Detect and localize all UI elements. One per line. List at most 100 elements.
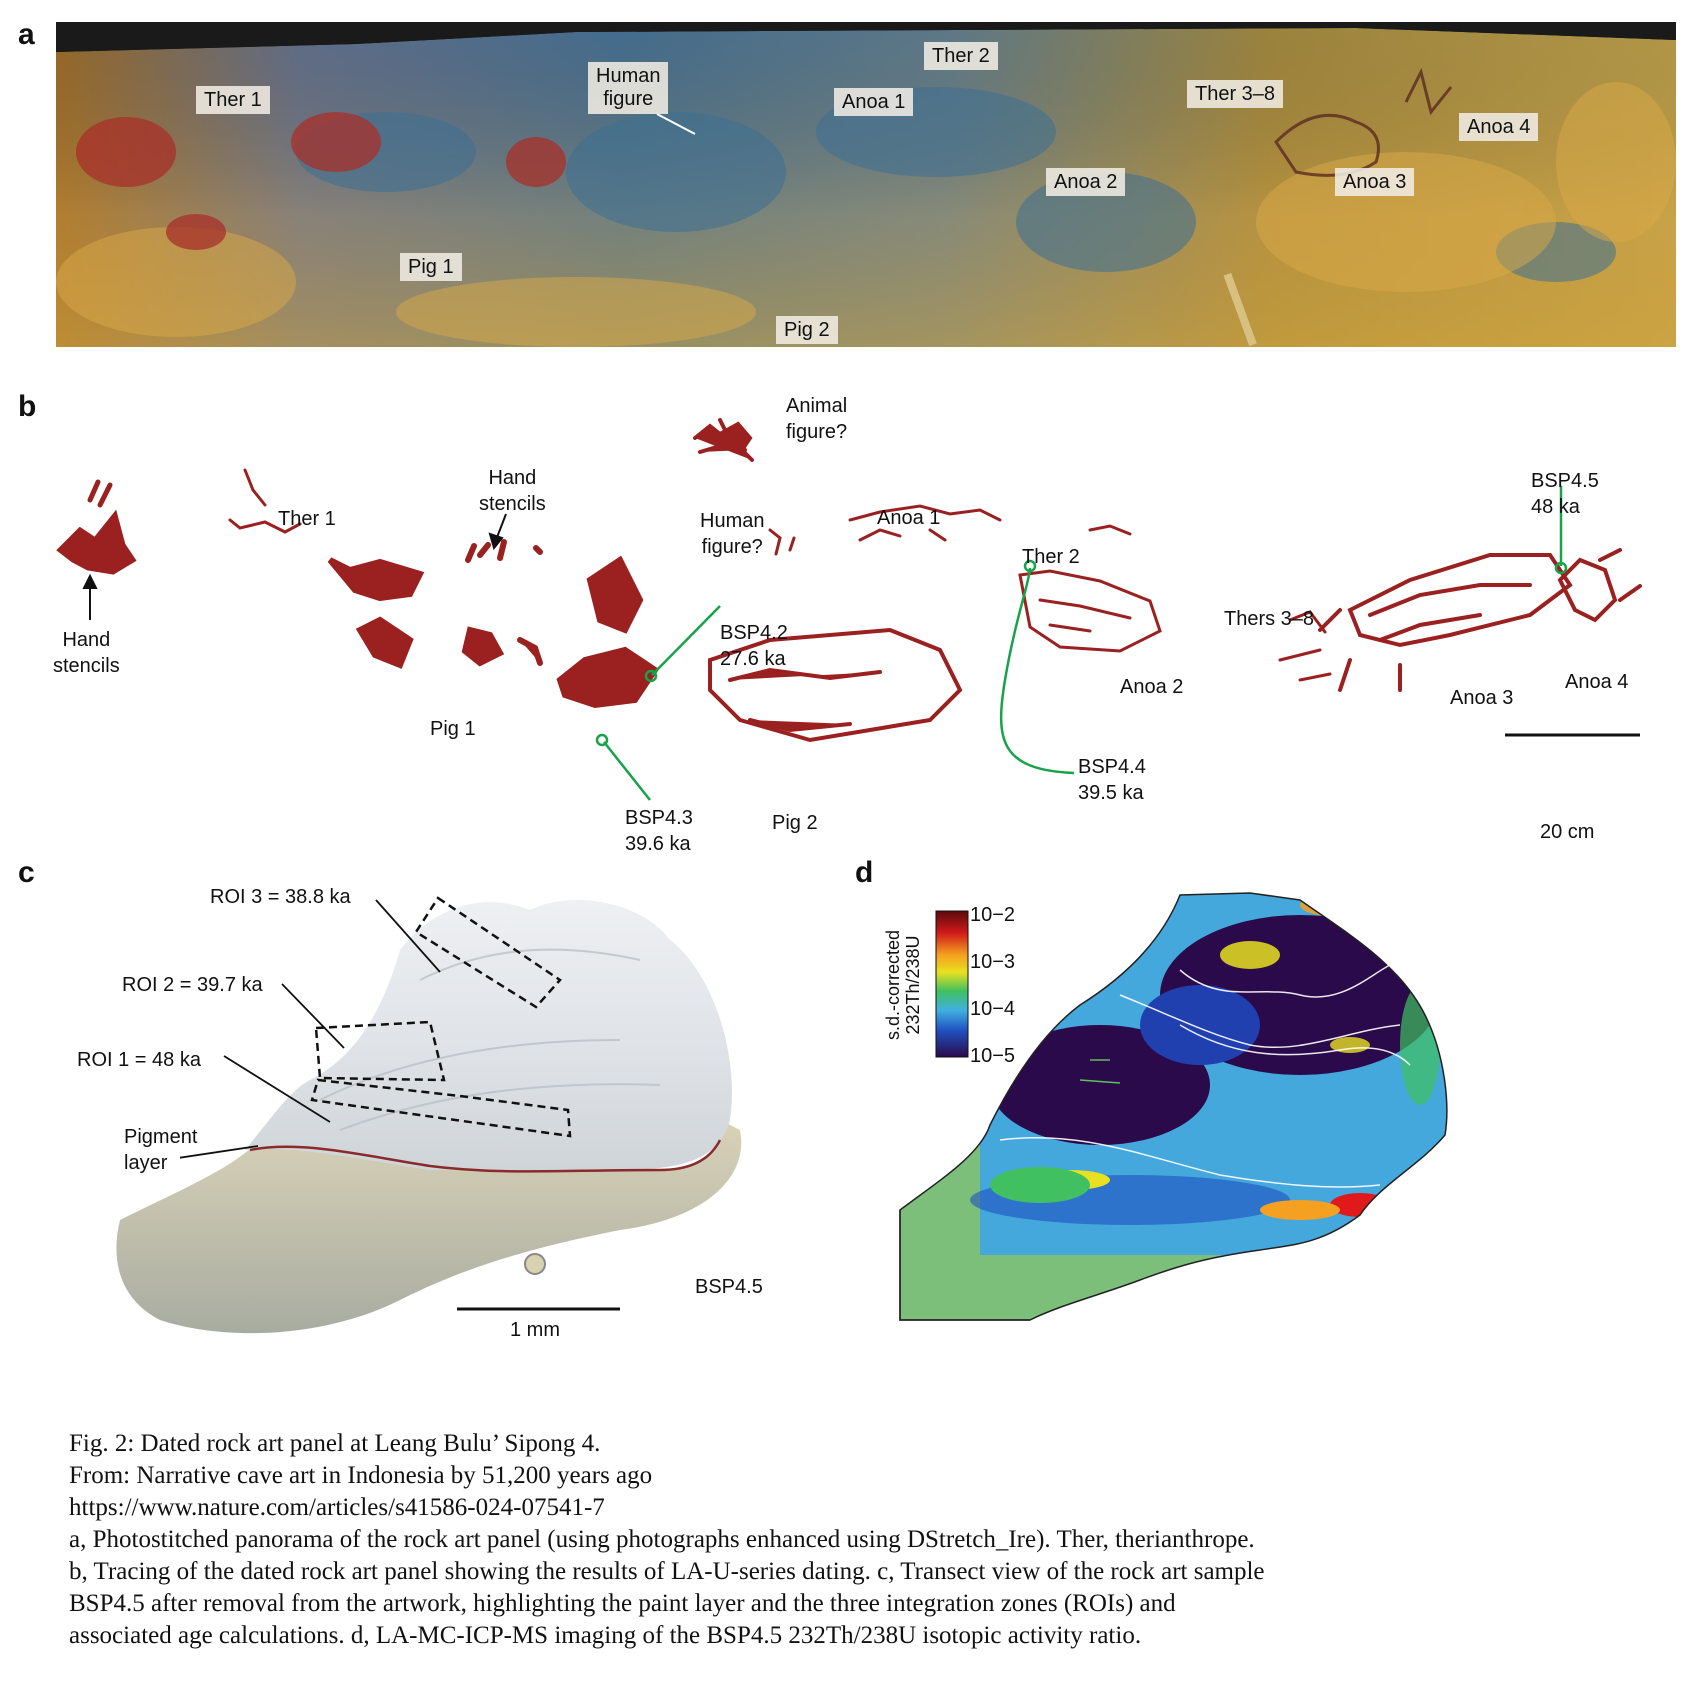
b-label-pig2: Pig 2 (772, 812, 818, 834)
c-label-sample: BSP4.5 (695, 1276, 763, 1298)
bsp43-leader-line (603, 741, 651, 801)
a-label-pig1: Pig 1 (400, 253, 462, 281)
a-label-ther1: Ther 1 (196, 86, 270, 114)
bsp45-sample-marker (1554, 561, 1568, 575)
b-label-bsp43-line2: 39.6 ka (625, 833, 691, 855)
colorbar-tick-0: 10−2 (970, 904, 1016, 926)
caption-line4: associated age calculations. d, LA-MC-IC… (69, 1622, 1142, 1649)
c-label-pigment-layer: Pigment layer (124, 1124, 197, 1176)
tracing-pig2 (708, 627, 963, 743)
tracing-hand-stencils-mid (465, 539, 543, 563)
c-label-roi2: ROI 2 = 39.7 ka (122, 974, 263, 996)
a-label-anoa2: Anoa 2 (1046, 168, 1126, 196)
a-label-ther2: Ther 2 (924, 42, 998, 70)
colorbar-tick-3: 10−5 (970, 1045, 1016, 1067)
a-label-human-line2: figure (603, 88, 654, 110)
b-label-bsp42: BSP4.2 27.6 ka (720, 620, 788, 672)
roi2-pointer (281, 983, 345, 1049)
rock-art-tracing (56, 418, 1642, 801)
b-label-human-line1: Human (700, 510, 765, 532)
b-label-bsp42-line1: BSP4.2 (720, 622, 788, 644)
c-label-roi1: ROI 1 = 48 ka (77, 1049, 201, 1071)
b-label-bsp43: BSP4.3 39.6 ka (625, 805, 693, 857)
b-label-hand-mid-line2: stencils (479, 493, 546, 515)
a-label-anoa3: Anoa 3 (1335, 168, 1415, 196)
a-label-human-line1: Human (596, 65, 661, 87)
b-label-anoa4: Anoa 4 (1565, 671, 1629, 693)
pigment-pointer (180, 1145, 259, 1159)
rock-panorama-photo (56, 22, 1676, 347)
tracing-hand-stencils-left (56, 479, 137, 575)
bsp43-sample-marker (595, 733, 609, 747)
b-label-hand-left-line2: stencils (53, 655, 120, 677)
tracing-human-figure (768, 528, 796, 556)
tracing-thers38 (1278, 610, 1332, 682)
tracing-anoa2 (1018, 524, 1162, 653)
tracing-pig1 (327, 555, 660, 709)
tracing-anoa3 (1318, 553, 1573, 692)
b-label-anoa3: Anoa 3 (1450, 687, 1514, 709)
sample-transect-photo (116, 896, 742, 1334)
b-label-bsp44-line1: BSP4.4 (1078, 756, 1146, 778)
b-label-hand-stencils-left: Hand stencils (53, 627, 120, 679)
bsp44-sample-marker (1023, 559, 1037, 573)
b-label-hand-left-line1: Hand (62, 629, 111, 651)
c-scale-label: 1 mm (510, 1319, 560, 1341)
panel-b-letter: b (18, 390, 37, 423)
b-label-bsp44-line2: 39.5 ka (1078, 782, 1144, 804)
sample-base-rock (116, 1120, 742, 1334)
roi3-pointer (375, 899, 441, 973)
hand-stencils-left-arrow (82, 573, 98, 620)
colorbar-tick-1: 10−3 (970, 951, 1016, 973)
b-label-anoa1: Anoa 1 (877, 507, 941, 529)
tracing-anoa1 (848, 504, 1002, 542)
figure-caption: Fig. 2: Dated rock art panel at Leang Bu… (69, 1428, 1629, 1652)
caption-line1: a, Photostitched panorama of the rock ar… (69, 1526, 1255, 1553)
b-label-thers38: Thers 3–8 (1224, 608, 1315, 630)
b-label-bsp42-line2: 27.6 ka (720, 648, 786, 670)
colorbar-gradient (935, 910, 969, 1058)
tracing-ther1 (228, 468, 302, 534)
a-human-pointer-line (656, 113, 696, 135)
a-label-anoa1: Anoa 1 (834, 88, 914, 116)
caption-source: From: Narrative cave art in Indonesia by… (69, 1462, 653, 1489)
colorbar-tick-2: 10−4 (970, 998, 1016, 1020)
b-label-ther1: Ther 1 (278, 508, 336, 530)
tracing-anoa4 (1557, 548, 1642, 623)
c-label-roi3: ROI 3 = 38.8 ka (210, 886, 351, 908)
caption-line2: b, Tracing of the dated rock art panel s… (69, 1558, 1265, 1585)
bsp44-leader-line (999, 567, 1075, 775)
b-label-bsp45-line1: BSP4.5 (1531, 470, 1599, 492)
b-label-animal-figure: Animal figure? (786, 393, 847, 445)
b-label-bsp45-line2: 48 ka (1531, 496, 1580, 518)
b-scale-label: 20 cm (1540, 821, 1595, 843)
hand-stencils-mid-arrow (488, 513, 507, 551)
panel-d-letter: d (855, 856, 874, 889)
c-label-pigment-line2: layer (124, 1152, 168, 1174)
b-label-bsp43-line1: BSP4.3 (625, 807, 693, 829)
panel-c-letter: c (18, 856, 35, 889)
bsp42-sample-marker (644, 669, 658, 683)
b-label-bsp45: BSP4.5 48 ka (1531, 468, 1599, 520)
b-label-hand-mid-line1: Hand (488, 467, 537, 489)
b-label-animal-line1: Animal (786, 395, 848, 417)
roi1-box (310, 1078, 572, 1138)
b-label-pig1: Pig 1 (430, 718, 476, 740)
b-label-human-line2: figure? (701, 536, 763, 558)
c-pointer-lines (180, 899, 441, 1159)
roi3-box (414, 896, 562, 1009)
tracing-animal-figure (693, 418, 754, 462)
bsp42-leader-line (651, 605, 721, 676)
caption-url[interactable]: https://www.nature.com/articles/s41586-0… (69, 1494, 605, 1521)
b-label-ther2: Ther 2 (1022, 546, 1080, 568)
a-label-human-figure: Human figure (588, 62, 669, 114)
a-label-pig2: Pig 2 (776, 316, 838, 344)
caption-line3: BSP4.5 after removal from the artwork, h… (69, 1590, 1176, 1617)
c-label-pigment-line1: Pigment (124, 1126, 198, 1148)
sample-calcite-crust (245, 900, 732, 1170)
isotope-ratio-heatmap (899, 892, 1448, 1321)
pigment-layer-line (249, 1139, 722, 1173)
panel-a-letter: a (18, 18, 35, 51)
b-label-anoa2: Anoa 2 (1120, 676, 1184, 698)
roi1-pointer (223, 1055, 331, 1123)
